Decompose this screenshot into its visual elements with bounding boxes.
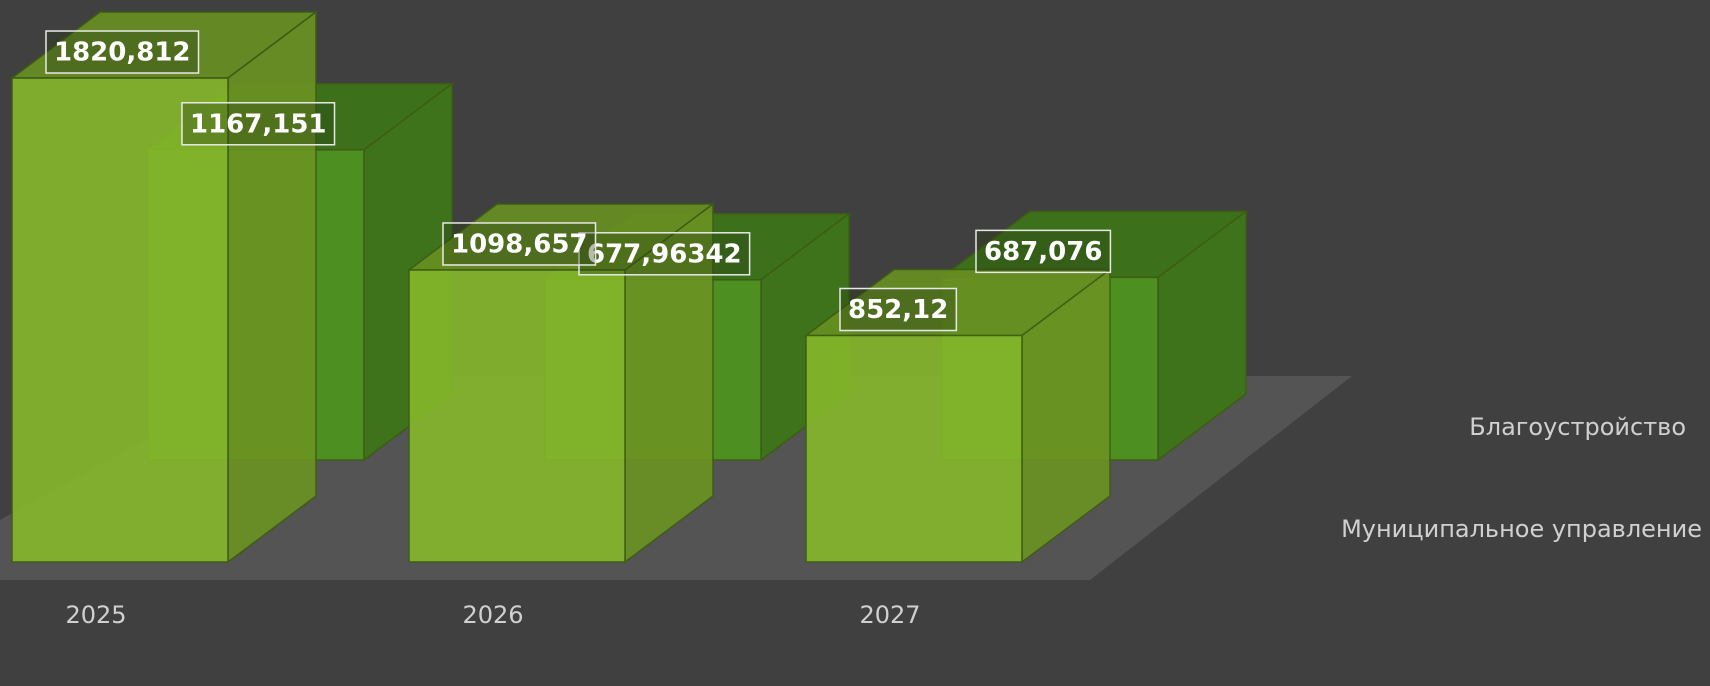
value-label-text: 852,12 — [848, 295, 948, 325]
legend-entry: Муниципальное управление — [1341, 515, 1702, 543]
bar — [9, 10, 319, 564]
bar-front — [805, 334, 1023, 563]
value-label-box — [839, 287, 958, 332]
bar-front — [11, 77, 229, 563]
value-label: 852,12 — [839, 287, 958, 332]
value-label: 1098,657 — [442, 222, 597, 266]
value-label: 687,076 — [975, 229, 1112, 274]
value-label-box — [45, 30, 200, 74]
value-label-text: 1098,657 — [451, 229, 588, 259]
x-tick-label: 2027 — [859, 601, 920, 629]
value-label-box — [975, 229, 1112, 274]
value-label-text: 677,96342 — [587, 239, 742, 269]
value-label-text: 687,076 — [984, 237, 1102, 267]
bar-side — [227, 10, 317, 564]
value-label: 1820,812 — [45, 30, 200, 74]
value-label-box — [442, 222, 597, 266]
value-label-box — [578, 232, 751, 276]
x-tick-label: 2025 — [65, 601, 126, 629]
value-label: 677,96342 — [578, 232, 751, 276]
bar-front — [408, 269, 626, 563]
legend-entry: Благоустройство — [1469, 413, 1686, 441]
value-label: 1167,151 — [181, 102, 336, 146]
value-label-text: 1820,812 — [54, 38, 191, 68]
value-label-text: 1167,151 — [190, 109, 327, 139]
bar — [406, 202, 716, 564]
bar — [803, 268, 1113, 564]
x-tick-label: 2026 — [462, 601, 523, 629]
value-label-box — [181, 102, 336, 146]
